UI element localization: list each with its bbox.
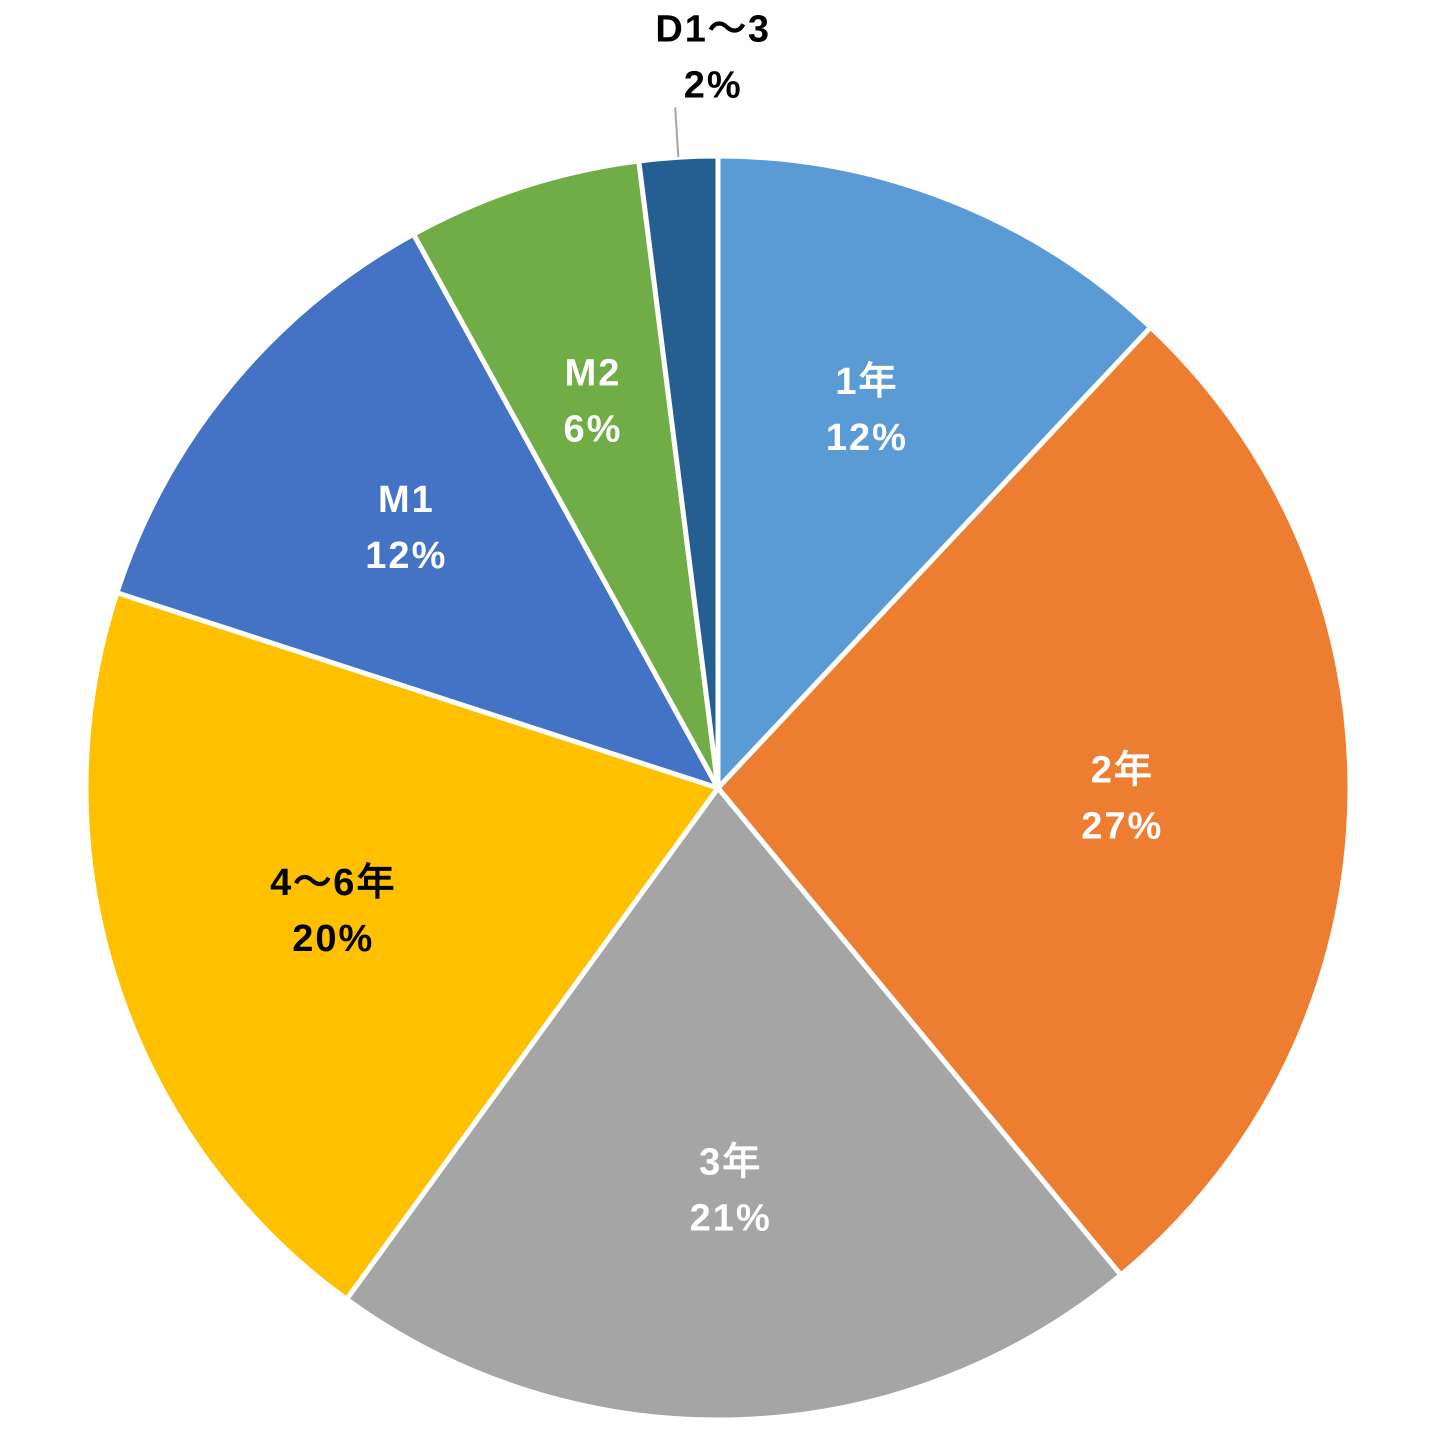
pie-slice (714, 323, 1353, 1279)
category-label: M2 (565, 352, 622, 394)
value-label: 6% (564, 408, 623, 450)
leader-line (674, 107, 680, 158)
pie-slice (635, 153, 721, 789)
category-label: 1年 (835, 361, 898, 403)
value-label: 12% (365, 535, 447, 577)
pie-slice (715, 153, 1155, 795)
pie-slice (83, 589, 723, 1303)
category-label: M1 (378, 479, 435, 521)
pie-slice (113, 230, 724, 793)
value-label: 20% (292, 918, 374, 960)
value-label: 2% (684, 64, 743, 106)
pie-slice (410, 158, 721, 790)
value-label: 21% (690, 1197, 772, 1239)
value-label: 27% (1081, 806, 1163, 848)
category-label: D1～3 (655, 8, 771, 50)
category-label: 4～6年 (270, 862, 396, 904)
category-label: 3年 (699, 1141, 762, 1183)
pie-slice (343, 783, 1125, 1423)
value-label: 12% (826, 417, 908, 459)
category-label: 2年 (1091, 750, 1154, 792)
